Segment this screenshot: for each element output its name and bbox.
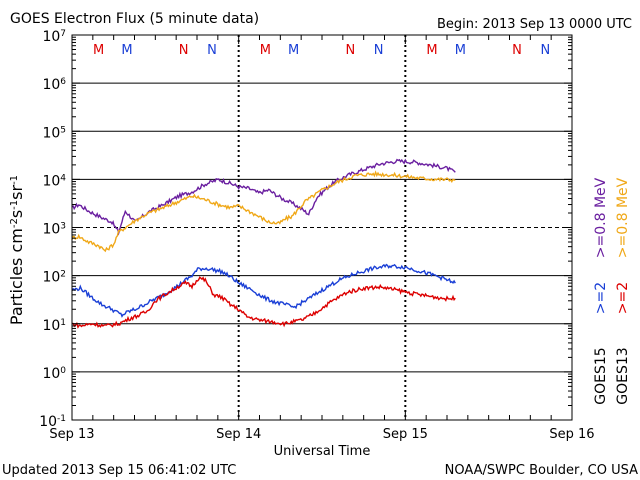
legend-satellite-goes15: GOES15 xyxy=(593,347,609,404)
legend-satellite-goes13: GOES13 xyxy=(615,347,631,404)
x-tick-label: Sep 15 xyxy=(383,427,428,442)
grid-lines xyxy=(72,35,572,420)
series-line-goes15-2-mev xyxy=(71,263,456,318)
day-night-marker: N xyxy=(345,43,355,58)
day-night-marker: N xyxy=(512,43,522,58)
y-tick-label: 103 xyxy=(42,222,66,238)
y-tick-label: 102 xyxy=(42,270,66,286)
agency-credit: NOAA/SWPC Boulder, CO USA xyxy=(445,463,638,478)
day-night-marker: M xyxy=(288,43,299,58)
day-night-marker: N xyxy=(179,43,189,58)
y-tick-label: 107 xyxy=(42,29,66,45)
day-night-marker: M xyxy=(260,43,271,58)
y-tick-label: 100 xyxy=(42,366,66,382)
data-series xyxy=(71,158,456,329)
series-line-goes15-0-8-mev xyxy=(71,158,456,236)
plot-frame xyxy=(71,34,573,421)
begin-date-label: Begin: 2013 Sep 13 0000 UTC xyxy=(437,17,632,32)
day-night-marker: M xyxy=(455,43,466,58)
series-line-goes13-2-mev xyxy=(71,276,456,329)
legend-ge2-goes15: >=2 xyxy=(593,282,609,314)
y-tick-label: 101 xyxy=(42,318,66,334)
legend-ge2-goes13: >=2 xyxy=(615,282,631,314)
legend-ge08-goes15: >=0.8 MeV xyxy=(593,177,609,258)
y-axis-label: Particles cm-2s-1sr-1 xyxy=(7,175,26,325)
legend-ge08-goes13: >=0.8 MeV xyxy=(615,177,631,258)
day-night-marker: M xyxy=(121,43,132,58)
x-axis-label: Universal Time xyxy=(274,444,371,459)
x-tick-label: Sep 14 xyxy=(216,427,261,442)
x-tick-label: Sep 16 xyxy=(549,427,594,442)
y-tick-label: 106 xyxy=(42,77,66,93)
day-night-marker: M xyxy=(93,43,104,58)
x-axis-ticks: Sep 13 Sep 14 Sep 15 Sep 16 xyxy=(49,35,595,442)
y-axis-ticks: 10-1 100 101 102 103 104 105 106 107 xyxy=(39,29,572,430)
day-night-marker: N xyxy=(207,43,217,58)
day-night-marker: N xyxy=(374,43,384,58)
day-night-marker: M xyxy=(426,43,437,58)
x-tick-label: Sep 13 xyxy=(49,427,94,442)
y-tick-label: 105 xyxy=(42,125,66,141)
series-line-goes13-0-8-mev xyxy=(71,170,456,253)
y-tick-label: 10-1 xyxy=(39,414,66,430)
updated-timestamp: Updated 2013 Sep 15 06:41:02 UTC xyxy=(2,463,236,478)
chart-title: GOES Electron Flux (5 minute data) xyxy=(10,11,259,27)
right-legend: >=0.8 MeV >=0.8 MeV >=2 >=2 GOES15 GOES13 xyxy=(593,177,631,404)
day-night-marker: N xyxy=(540,43,550,58)
y-tick-label: 104 xyxy=(42,173,66,189)
